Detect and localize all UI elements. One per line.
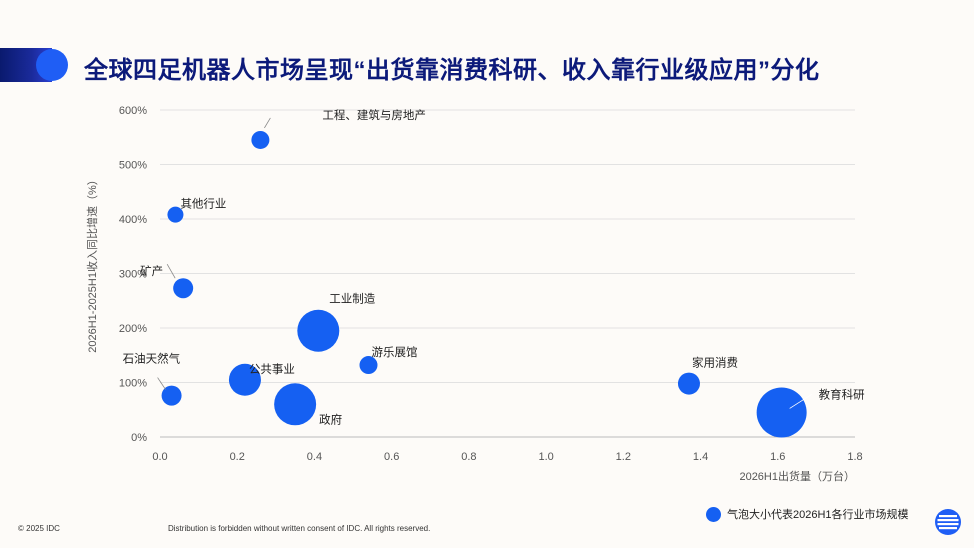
bubble-point [274, 383, 317, 426]
x-tick-label: 1.0 [538, 451, 553, 463]
x-tick-label: 0.0 [152, 451, 167, 463]
x-tick-label: 1.6 [770, 451, 785, 463]
bubble-label: 游乐展馆 [372, 345, 418, 359]
x-tick-label: 0.8 [461, 451, 476, 463]
bubble-label: 公共事业 [249, 363, 295, 376]
bubble-point [756, 387, 807, 438]
y-tick-label: 100% [119, 378, 147, 390]
copyright: © 2025 IDC [18, 524, 60, 533]
bubble-point [173, 278, 194, 299]
x-tick-label: 0.2 [230, 451, 245, 463]
title-banner [0, 48, 72, 82]
x-tick-label: 1.4 [693, 451, 708, 463]
legend-label: 气泡大小代表2026H1各行业市场规模 [727, 509, 909, 521]
x-tick-label: 1.8 [847, 451, 862, 463]
bubble-leader-line [166, 264, 176, 279]
bubble-label: 石油天然气 [123, 352, 181, 366]
y-tick-label: 300% [119, 269, 147, 281]
bubble-label: 教育科研 [819, 387, 865, 401]
x-tick-label: 0.4 [307, 451, 322, 463]
page-title: 全球四足机器人市场呈现“出货靠消费科研、收入靠行业级应用”分化 [84, 57, 820, 84]
bubble-point [677, 372, 700, 395]
y-tick-label: 0% [131, 432, 147, 444]
bubble-point [161, 385, 182, 406]
bubble-label: 家用消费 [692, 356, 738, 370]
bubble-point [228, 363, 261, 396]
bubble-label: 工程、建筑与房地产 [322, 108, 426, 122]
y-tick-label: 200% [119, 323, 147, 335]
bubble-label: 工业制造 [329, 292, 375, 306]
banner-circle [36, 49, 68, 81]
bubble-point [359, 356, 378, 375]
bubble-label: 矿产 [140, 264, 163, 278]
x-tick-label: 0.6 [384, 451, 399, 463]
idc-logo-icon [935, 509, 961, 535]
bubble-point [167, 206, 184, 223]
y-tick-label: 500% [119, 160, 147, 172]
bubble-leader-line [157, 377, 166, 390]
y-tick-label: 600% [119, 105, 147, 117]
y-tick-label: 400% [119, 214, 147, 226]
disclaimer: Distribution is forbidden without writte… [168, 524, 431, 533]
bubble-point [251, 130, 270, 149]
x-tick-label: 1.2 [616, 451, 631, 463]
x-axis-title: 2026H1出货量（万台） [739, 469, 855, 483]
bubble-point [297, 309, 340, 352]
legend: 气泡大小代表2026H1各行业市场规模 [706, 506, 909, 522]
bubble-label: 政府 [319, 412, 342, 426]
legend-bubble-icon [706, 506, 721, 522]
y-axis-title: 2026H1-2025H1收入同比增速（%） [85, 174, 99, 353]
bubble-leader-line [789, 394, 812, 409]
bubble-label: 其他行业 [180, 198, 226, 211]
bubble-leader-line [264, 117, 271, 129]
